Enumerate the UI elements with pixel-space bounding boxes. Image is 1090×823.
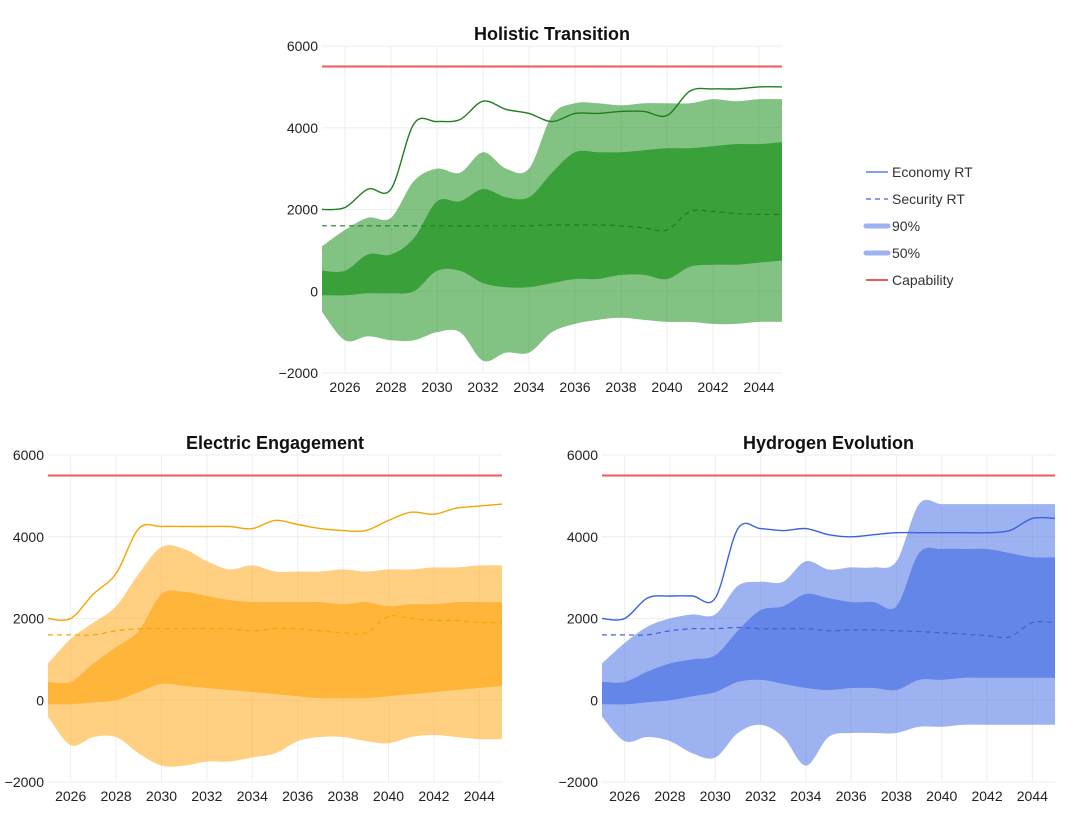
x-tick-label: 2036	[282, 788, 313, 804]
chart-title: Hydrogen Evolution	[743, 433, 914, 453]
economy-rt-line	[601, 516, 1056, 621]
x-tick-label: 2036	[559, 379, 590, 395]
x-tick-label: 2032	[467, 379, 498, 395]
y-tick-label: 2000	[287, 202, 318, 218]
security-rt-line	[601, 620, 1056, 639]
legend-item: 50%	[863, 245, 920, 261]
chart-title: Electric Engagement	[186, 433, 364, 453]
x-tick-label: 2038	[605, 379, 636, 395]
y-tick-label: −2000	[279, 365, 319, 381]
x-tick-label: 2040	[373, 788, 404, 804]
x-tick-label: 2042	[697, 379, 728, 395]
y-tick-label: 0	[310, 283, 318, 299]
economy-rt-line	[47, 503, 503, 622]
legend-label: 50%	[892, 245, 920, 261]
x-tick-label: 2028	[654, 788, 685, 804]
chart-title: Holistic Transition	[474, 24, 630, 44]
x-tick-label: 2044	[743, 379, 774, 395]
legend-label: Economy RT	[892, 164, 973, 180]
y-tick-label: 4000	[13, 529, 44, 545]
legend-label: Security RT	[892, 191, 965, 207]
y-tick-label: 0	[36, 692, 44, 708]
y-tick-label: −2000	[559, 774, 599, 790]
y-tick-label: 6000	[13, 447, 44, 463]
x-tick-label: 2044	[464, 788, 495, 804]
x-tick-label: 2042	[971, 788, 1002, 804]
y-tick-label: 2000	[13, 611, 44, 627]
legend-label: Capability	[892, 272, 953, 288]
x-tick-label: 2034	[513, 379, 544, 395]
chart-holistic-transition: −2000 0 2000 4000 6000 2026 2028 2030 2032 2034 20…	[279, 24, 783, 395]
band-50	[48, 590, 502, 705]
y-tick-label: 6000	[567, 447, 598, 463]
y-tick-label: 6000	[287, 38, 318, 54]
x-tick-label: 2028	[375, 379, 406, 395]
y-tick-label: 2000	[567, 611, 598, 627]
x-tick-label: 2030	[421, 379, 452, 395]
legend-label: 90%	[892, 218, 920, 234]
x-tick-label: 2040	[651, 379, 682, 395]
economy-rt-line	[321, 86, 783, 211]
y-tick-label: 4000	[287, 120, 318, 136]
x-tick-label: 2032	[745, 788, 776, 804]
x-tick-label: 2038	[881, 788, 912, 804]
chart-hydrogen-evolution: −2000 0 2000 4000 6000 2026 2028 2030 2032 2034 20…	[559, 433, 1056, 804]
chart-electric-engagement: −2000 0 2000 4000 6000 2026 2028 2030 2032 2034 20…	[5, 433, 503, 804]
x-tick-label: 2042	[418, 788, 449, 804]
x-tick-label: 2044	[1017, 788, 1048, 804]
x-tick-label: 2026	[55, 788, 86, 804]
x-tick-label: 2026	[329, 379, 360, 395]
band-50	[602, 547, 1055, 705]
security-rt-line	[47, 615, 503, 636]
x-tick-label: 2030	[700, 788, 731, 804]
band-50	[322, 142, 782, 296]
x-tick-label: 2030	[146, 788, 177, 804]
legend-item: Security RT	[866, 191, 965, 207]
y-tick-label: −2000	[5, 774, 45, 790]
x-tick-label: 2034	[237, 788, 268, 804]
y-tick-label: 0	[590, 692, 598, 708]
legend-item: Economy RT	[866, 164, 973, 180]
y-tick-label: 4000	[567, 529, 598, 545]
x-tick-label: 2036	[836, 788, 867, 804]
legend: Economy RT Security RT 90% 50% Capability	[863, 164, 973, 288]
legend-item: 90%	[863, 218, 920, 234]
x-tick-label: 2032	[191, 788, 222, 804]
x-tick-label: 2040	[926, 788, 957, 804]
security-rt-line	[322, 209, 783, 232]
x-tick-label: 2038	[328, 788, 359, 804]
x-tick-label: 2026	[609, 788, 640, 804]
x-tick-label: 2034	[790, 788, 821, 804]
legend-item: Capability	[866, 272, 953, 288]
x-tick-label: 2028	[101, 788, 132, 804]
